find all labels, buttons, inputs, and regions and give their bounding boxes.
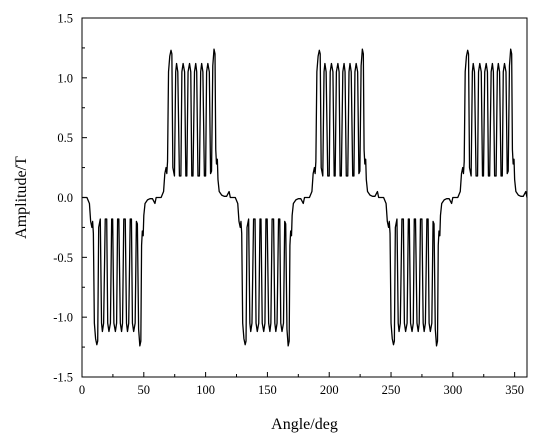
x-tick-label: 350 <box>505 383 524 397</box>
waveform-series <box>82 48 528 347</box>
y-axis-title: Amplitude/T <box>13 156 30 239</box>
y-tick-label: -1.0 <box>53 311 73 325</box>
y-axis-ticks: -1.5 -1.0 -0.5 0.0 0.5 1.0 1.5 <box>53 12 87 385</box>
y-tick-label: 0.5 <box>57 131 73 145</box>
y-tick-label: 1.0 <box>57 71 73 85</box>
x-tick-label: 300 <box>443 383 462 397</box>
y-tick-label: -1.5 <box>53 371 73 385</box>
y-tick-label: 0.0 <box>57 191 73 205</box>
x-tick-label: 150 <box>258 383 277 397</box>
x-tick-label: 50 <box>138 383 151 397</box>
x-tick-label: 0 <box>79 383 85 397</box>
x-axis-title: Angle/deg <box>271 416 338 433</box>
y-tick-label: 1.5 <box>57 12 73 26</box>
x-axis-ticks: 0 50 100 150 200 250 300 350 <box>79 372 524 397</box>
x-tick-label: 250 <box>382 383 401 397</box>
y-tick-label: -0.5 <box>53 251 73 265</box>
x-tick-label: 200 <box>320 383 339 397</box>
x-tick-label: 100 <box>196 383 215 397</box>
series-line-0 <box>82 48 528 347</box>
